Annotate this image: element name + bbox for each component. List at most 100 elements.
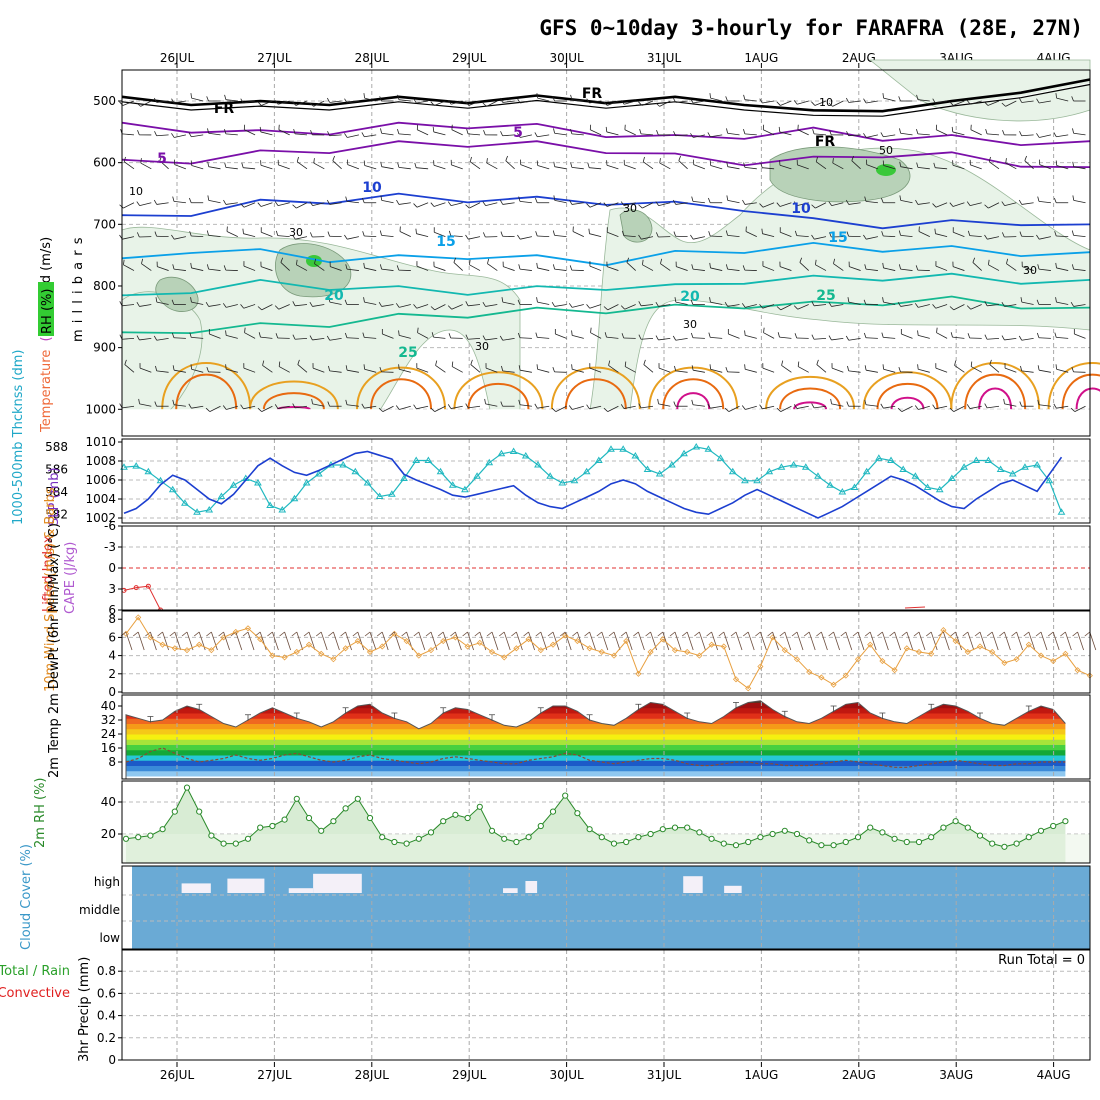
wind10m-point — [1001, 659, 1008, 666]
isotherm-5 — [121, 140, 1091, 168]
temp-band — [126, 723, 1066, 730]
wind10m-barb — [711, 631, 718, 651]
wind10m-point — [745, 685, 752, 692]
wind-barb — [935, 405, 948, 410]
wind-barb-flag — [222, 405, 227, 410]
wind-barb-flag — [206, 96, 209, 102]
wind-barb — [659, 100, 671, 107]
wind-barb-flag — [363, 262, 365, 268]
wind10m-barb-flag — [962, 631, 969, 637]
stability-panel: -6 -3 0 3 6 — [104, 519, 1091, 617]
wind10m-barb — [760, 631, 767, 651]
wind-barb-flag — [864, 196, 867, 202]
wind-barb — [226, 368, 238, 373]
wind-barb-flag — [141, 258, 144, 264]
wind-barb-flag — [1070, 407, 1076, 412]
rh2m-point — [232, 840, 239, 847]
wind-barb — [485, 367, 498, 373]
wind10m-barb — [894, 631, 901, 651]
wind-barb-flag — [292, 234, 296, 240]
wind-barb-flag — [608, 360, 611, 366]
wind-barb-flag — [672, 335, 677, 341]
wind10m-point — [452, 634, 459, 641]
wind10m-barb — [784, 631, 792, 651]
wind-barb-flag — [985, 128, 988, 135]
wind-barb-flag — [725, 264, 728, 270]
wind-barb-flag — [136, 335, 140, 341]
wind-barb-flag — [244, 327, 246, 333]
y-tick-label: 0 — [108, 685, 116, 699]
wind-barb — [623, 405, 636, 409]
temp-minmax-marker — [1025, 705, 1032, 712]
wind-barb-flag — [206, 230, 209, 236]
cloud-gap — [724, 885, 742, 893]
warm-isotherm-lobe — [950, 362, 1041, 410]
wind-barb-flag — [897, 301, 902, 307]
rh2m-frame — [121, 780, 1091, 864]
wind-barb — [191, 134, 204, 138]
y-tick-label: 0.2 — [97, 1031, 116, 1045]
wind-barb — [1004, 367, 1017, 373]
wind-barb — [727, 234, 740, 238]
wind-barb-flag — [517, 133, 521, 138]
warm-isotherm-lobe — [161, 362, 252, 410]
wind-barb — [796, 202, 809, 207]
y-tick-label: 0 — [108, 561, 116, 575]
wind-barb — [537, 368, 550, 373]
wind-barb — [727, 132, 740, 136]
wind-barb-flag — [793, 201, 798, 206]
wind10m-barb-flag — [901, 631, 908, 637]
wind-barb — [312, 304, 325, 307]
rh2m-point — [1001, 843, 1008, 850]
wind-barb — [728, 405, 740, 412]
thickness-marker — [387, 490, 396, 497]
rh2m-point — [525, 834, 532, 841]
wind-barb — [831, 337, 844, 341]
temp-minmax-marker — [733, 702, 739, 709]
wind10m-barb-flag — [608, 631, 615, 637]
wind-barb — [470, 364, 481, 373]
wind-barb — [468, 100, 481, 106]
wind-barb — [848, 134, 861, 137]
wind-barb — [987, 236, 1000, 240]
warm-isotherm-lobe — [453, 371, 544, 410]
wind10m-point — [549, 641, 557, 648]
rh2m-point — [220, 840, 227, 847]
wind-barb — [1038, 201, 1051, 204]
wind-barb — [505, 160, 515, 170]
wind-barb-flag — [1024, 155, 1027, 161]
wind-barb-flag — [293, 128, 296, 135]
wind-barb-flag — [604, 332, 607, 338]
warm-isotherm-lobe — [964, 373, 1027, 410]
date-label: 26JUL — [160, 1068, 195, 1082]
wind-barb — [277, 202, 290, 207]
wind-barb-flag — [673, 131, 676, 136]
wind-barb — [503, 266, 515, 271]
wind-barb-flag — [777, 332, 780, 338]
temp2m-frame — [121, 694, 1091, 780]
contour-label: FR — [582, 86, 603, 102]
wind-barb — [589, 304, 602, 309]
wind10m-barb — [333, 631, 340, 651]
wind-barb-flag — [292, 334, 296, 340]
y-tick-label: 6 — [108, 630, 116, 644]
wind-barb-flag — [136, 301, 140, 307]
wind-barb — [244, 332, 256, 339]
wind-barb-flag — [1037, 365, 1040, 371]
wind-barb-flag — [309, 335, 313, 341]
wind-barb — [832, 100, 844, 107]
wind-barb — [572, 231, 584, 238]
wind-barb — [554, 199, 567, 204]
wind-barb-flag — [431, 332, 434, 338]
wind-barb — [727, 304, 740, 307]
temp-minmax-marker — [586, 714, 593, 721]
wind-barb-flag — [553, 128, 556, 134]
wind-barb-flag — [759, 203, 764, 208]
wind10m-barb-flag — [559, 631, 566, 637]
wind-barb — [433, 336, 446, 339]
wind-barb-flag — [207, 128, 210, 134]
wind-barb-flag — [708, 332, 711, 338]
wind-barb-flag — [707, 132, 711, 137]
wind-barb-flag — [949, 407, 954, 412]
wind-barb — [398, 166, 411, 170]
